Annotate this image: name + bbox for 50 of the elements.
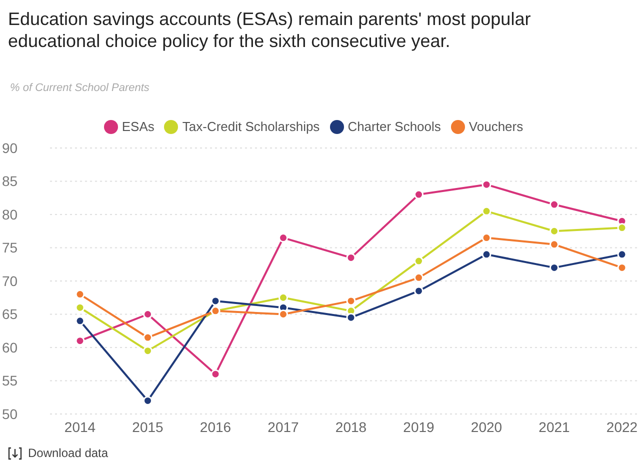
x-tick-label: 2020 <box>470 418 502 435</box>
y-tick-label: 55 <box>2 372 18 389</box>
legend-label: Vouchers <box>468 119 524 134</box>
point <box>617 250 627 260</box>
x-tick-label: 2018 <box>335 418 367 435</box>
point <box>414 256 424 266</box>
x-tick-label: 2019 <box>403 418 435 435</box>
point <box>346 296 356 306</box>
y-tick-label: 65 <box>2 306 18 322</box>
x-tick-label: 2016 <box>200 418 232 435</box>
legend-label: ESAs <box>122 119 154 134</box>
x-tick-label: 2022 <box>606 418 638 435</box>
y-tick-label: 90 <box>2 140 18 156</box>
point <box>75 336 85 346</box>
point <box>482 180 492 190</box>
point <box>550 226 559 236</box>
point <box>75 302 85 312</box>
point <box>75 290 85 300</box>
x-tick-label: 2017 <box>268 418 300 435</box>
legend-label: Tax-Credit Scholarships <box>182 119 320 134</box>
y-axis-title: % of Current School Parents <box>10 82 150 94</box>
point <box>346 252 356 262</box>
text: Download data <box>28 446 108 460</box>
point <box>550 240 559 250</box>
point <box>210 369 220 379</box>
point <box>482 250 492 260</box>
y-tick-label: 60 <box>2 339 18 356</box>
chart-title: Education savings accounts (ESAs) remain parents' most popular educational choice policy for the sixth consecutive year. <box>8 8 532 52</box>
x-tick-label: 2015 <box>132 418 164 435</box>
x-tick-label: 2021 <box>538 418 570 435</box>
y-tick-label: 70 <box>2 272 18 289</box>
y-tick-label: 85 <box>2 173 18 190</box>
point <box>278 292 288 302</box>
point <box>143 396 152 406</box>
point <box>482 206 492 216</box>
y-tick-label: 75 <box>2 240 18 256</box>
point <box>278 233 288 243</box>
point <box>143 332 152 342</box>
point <box>414 286 424 296</box>
point <box>143 346 152 356</box>
y-tick-label: 80 <box>2 206 18 222</box>
legend-label: Charter Schools <box>348 119 441 134</box>
y-tick-label: 50 <box>2 406 18 422</box>
point <box>75 316 85 326</box>
point <box>414 190 424 200</box>
point <box>346 312 356 322</box>
x-tick-label: 2014 <box>64 418 96 435</box>
point <box>414 272 424 282</box>
point <box>550 200 559 210</box>
point <box>210 296 220 306</box>
